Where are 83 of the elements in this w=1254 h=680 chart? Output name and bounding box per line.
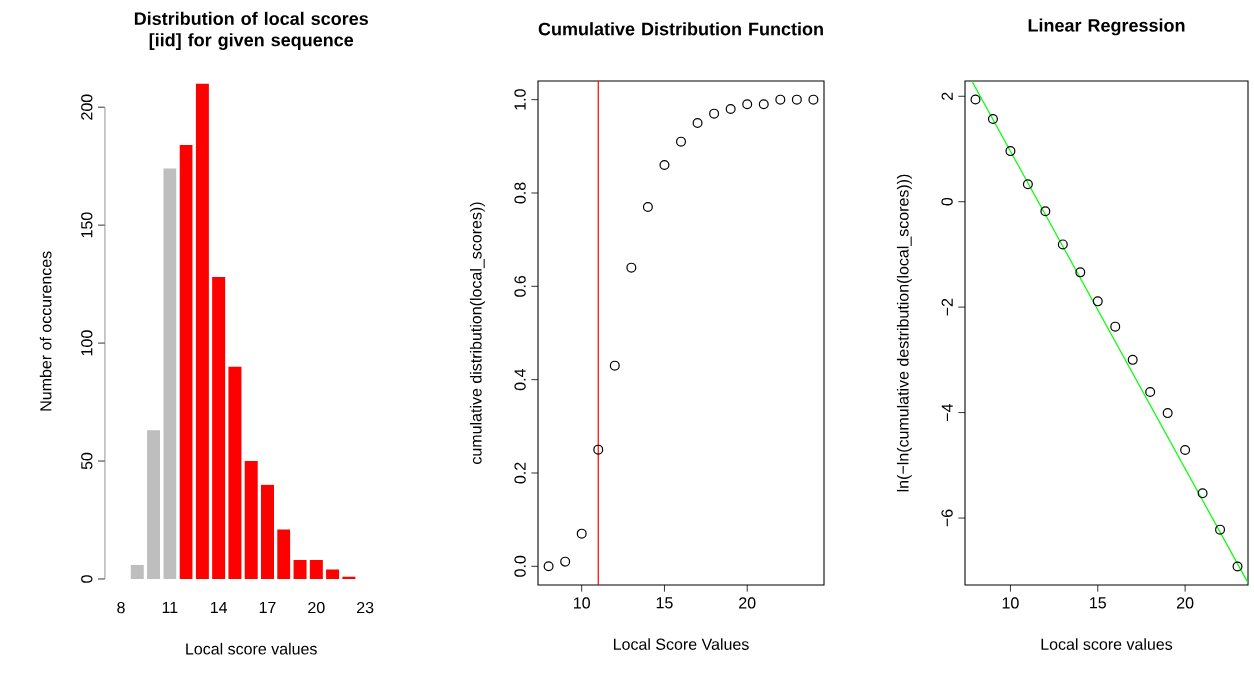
y-tick-label: 2: [941, 92, 953, 100]
point: [1127, 354, 1138, 365]
bar: [147, 430, 161, 579]
x-tick-label: 17: [259, 601, 276, 613]
x-tick-label: 15: [656, 597, 673, 609]
y-tick-label: 0.0: [514, 555, 526, 577]
point: [1180, 445, 1191, 456]
y-axis-title: ln(−ln(cumulative destribution(local_scores))): [896, 174, 912, 492]
bar: [179, 144, 193, 579]
y-tick-label: −6: [941, 509, 953, 527]
point: [1145, 387, 1156, 398]
y-tick-label: 1.0: [514, 89, 526, 110]
bar: [293, 560, 307, 579]
point: [676, 136, 687, 147]
x-axis-title: Local score values: [186, 642, 317, 655]
x-tick-label: 20: [1177, 597, 1194, 609]
point: [808, 94, 819, 105]
point: [1005, 146, 1016, 157]
point: [642, 201, 653, 212]
point: [1215, 524, 1226, 535]
y-tick-label: −4: [941, 403, 953, 421]
chart-title: Distribution of local scores [iid] for given sequence: [134, 11, 368, 50]
y-tick-label: 150: [81, 212, 93, 238]
bar: [212, 277, 226, 579]
y-tick-label: −2: [941, 298, 953, 316]
point: [1162, 408, 1173, 419]
bar: [228, 366, 242, 579]
point: [1197, 488, 1208, 499]
point: [1075, 267, 1086, 278]
y-axis-title: Number of occurences: [39, 251, 52, 411]
point: [1110, 321, 1121, 332]
x-tick-label: 10: [574, 597, 590, 609]
point: [742, 99, 753, 110]
point: [791, 94, 802, 105]
bar: [195, 83, 209, 579]
y-tick-label: 0.2: [514, 462, 526, 484]
bar: [130, 564, 144, 579]
point: [1057, 239, 1068, 250]
point: [1092, 296, 1103, 307]
y-tick-label: 0.8: [514, 182, 526, 204]
bar: [277, 529, 291, 579]
point: [987, 113, 998, 124]
x-tick-label: 8: [117, 601, 125, 614]
bar: [309, 560, 323, 579]
x-tick-label: 20: [739, 597, 756, 609]
point: [1040, 206, 1051, 217]
y-tick-label: 100: [81, 330, 93, 356]
point: [593, 444, 604, 455]
x-tick-label: 11: [162, 601, 178, 613]
point: [709, 108, 720, 119]
point: [692, 117, 703, 128]
bar: [163, 168, 177, 579]
point: [775, 94, 786, 105]
y-tick-label: 200: [81, 94, 93, 120]
point: [725, 103, 736, 114]
y-tick-label: 0.4: [514, 369, 526, 391]
point: [626, 262, 637, 273]
chart-title: Cumulative Distribution Function: [538, 22, 823, 36]
chart-title: Linear Regression: [1028, 18, 1185, 36]
point: [576, 528, 587, 539]
x-tick-label: 15: [1090, 597, 1106, 609]
point: [1232, 561, 1243, 572]
point: [970, 94, 981, 105]
bar: [326, 569, 340, 579]
point: [609, 360, 620, 371]
point: [1022, 179, 1033, 190]
x-tick-label: 23: [357, 601, 374, 614]
y-axis-title: cumulative distribution(local_scores)): [469, 202, 485, 464]
point: [758, 99, 769, 110]
point: [659, 159, 670, 170]
y-tick-label: 50: [81, 452, 93, 470]
bar: [244, 461, 258, 579]
x-tick-label: 20: [308, 601, 325, 614]
y-tick-label: 0.6: [514, 275, 526, 297]
x-tick-label: 14: [210, 601, 228, 613]
y-tick-label: 0: [81, 575, 93, 583]
point: [560, 556, 571, 567]
x-axis-title: Local score values: [1041, 638, 1173, 650]
point: [543, 561, 554, 572]
x-tick-label: 10: [1002, 597, 1019, 609]
y-tick-label: 0: [941, 197, 953, 206]
bar: [260, 484, 274, 579]
x-axis-title: Local Score Values: [613, 638, 749, 650]
